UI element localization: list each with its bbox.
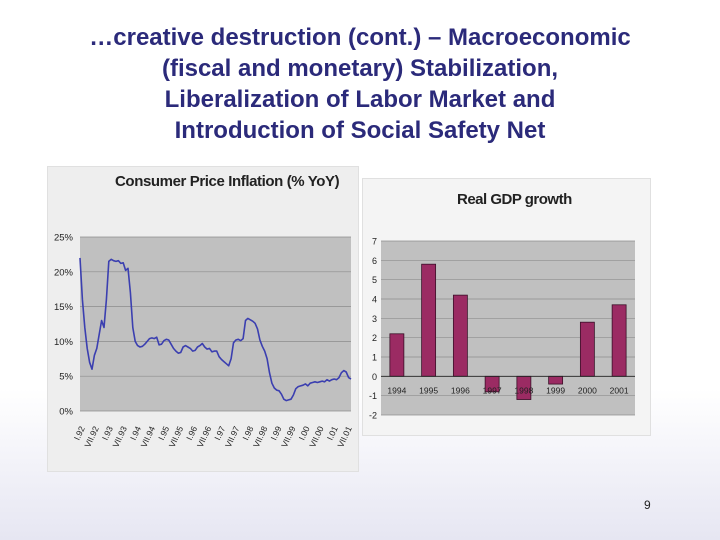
slide-title-line-3: Liberalization of Labor Market and [164, 86, 556, 113]
gdp-bar [389, 333, 405, 377]
gdp-y-tick-label: 4 [372, 295, 377, 305]
cpi-x-tick-label: VII.98 [251, 424, 270, 449]
cpi-x-tick-label: VII.92 [82, 424, 101, 449]
slide-title-line-2: (fiscal and monetary) Stabilization, [161, 55, 559, 82]
cpi-chart-title: Consumer Price Inflation (% YoY) [115, 173, 340, 190]
cpi-x-tick-label: VII.93 [111, 424, 130, 449]
gdp-bar [611, 304, 627, 377]
gdp-y-tick-label: 2 [372, 333, 377, 343]
cpi-y-tick-label: 10% [54, 337, 74, 348]
slide-title-line-1: …creative destruction (cont.) – Macroeco… [89, 24, 631, 51]
gdp-bar [579, 321, 595, 377]
page-number: 9 [644, 498, 651, 512]
gdp-y-tick-label: 1 [372, 353, 377, 363]
cpi-chart-panel: Consumer Price Inflation (% YoY) 0% 5% 10%… [47, 166, 359, 472]
cpi-y-tick-label: 20% [54, 267, 74, 278]
cpi-x-tick-label: VII.00 [307, 424, 326, 449]
cpi-y-tick-label: 0% [59, 407, 73, 418]
gdp-y-tick-label: -2 [369, 411, 377, 421]
cpi-y-tick-label: 15% [54, 302, 74, 313]
gdp-y-tick-label: 0 [372, 372, 377, 382]
gdp-bar [548, 375, 564, 385]
gdp-bar-chart: -2 -1 0 1 2 3 4 5 6 7 1994 1995 1996 1997 1998 1999 2000… [369, 237, 635, 421]
gdp-y-tick-label: 3 [372, 314, 377, 324]
gdp-x-tick-label: 1998 [514, 385, 533, 395]
gdp-x-tick-label: 1999 [546, 385, 565, 395]
cpi-line-chart: 0%5%10%15%20%25%I.92VII.92I.93VII.93I.94… [54, 233, 354, 449]
gdp-bar [452, 294, 468, 377]
gdp-x-tick-label: 2001 [610, 385, 629, 395]
gdp-x-tick-label: 1994 [387, 385, 406, 395]
cpi-x-tick-label: VII.95 [167, 424, 186, 449]
cpi-series-line [79, 257, 352, 402]
cpi-x-tick-label: VII.01 [335, 424, 354, 449]
gdp-y-tick-label: 7 [372, 237, 377, 247]
cpi-x-tick-label: VII.96 [195, 424, 214, 449]
slide-title-line-4: Introduction of Social Safety Net [174, 117, 546, 144]
cpi-y-tick-label: 5% [59, 372, 73, 383]
slide-title: …creative destruction (cont.) – Macroeco… [20, 22, 700, 146]
gdp-x-tick-label: 1996 [451, 385, 470, 395]
gdp-x-tick-label: 1997 [483, 385, 502, 395]
cpi-x-tick-label: VII.94 [139, 424, 158, 449]
gdp-y-tick-label: -1 [369, 391, 377, 401]
gdp-x-tick-label: 2000 [578, 385, 597, 395]
gdp-bar [421, 263, 437, 377]
gdp-y-tick-label: 6 [372, 256, 377, 266]
cpi-y-tick-label: 25% [54, 233, 74, 244]
cpi-x-tick-label: VII.99 [279, 424, 298, 449]
gdp-chart-title: Real GDP growth [457, 191, 572, 208]
gdp-y-tick-label: 5 [372, 275, 377, 285]
gdp-chart-panel: Real GDP growth -2 -1 0 1 2 3 4 5 6 7 1994 1995 1996… [362, 178, 651, 436]
gdp-x-tick-label: 1995 [419, 385, 438, 395]
cpi-x-tick-label: VII.97 [223, 424, 242, 449]
cpi-plot-area [80, 237, 351, 411]
